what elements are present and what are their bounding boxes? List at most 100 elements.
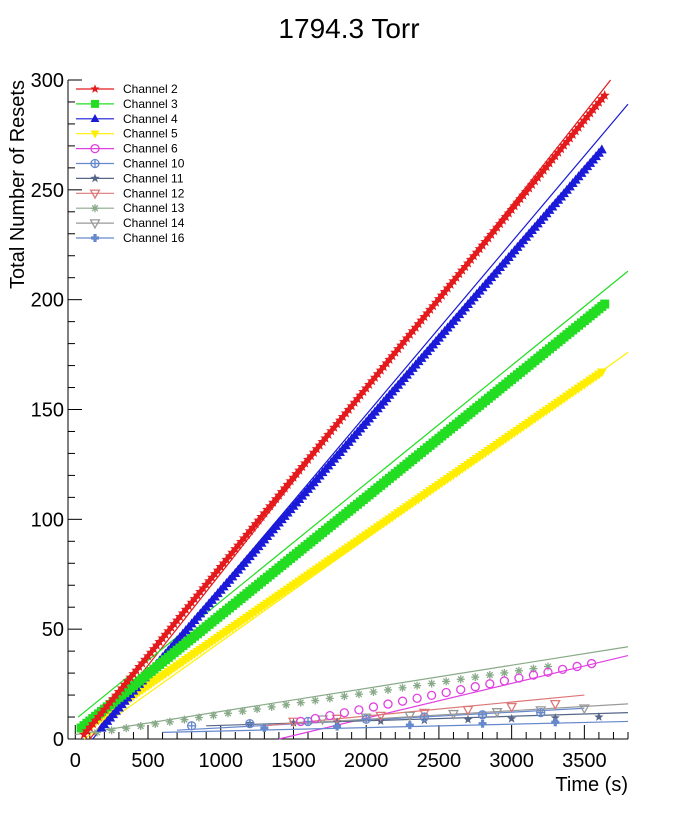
data-point <box>480 236 491 247</box>
data-point <box>340 692 349 701</box>
data-point <box>270 493 282 504</box>
data-point <box>244 525 255 536</box>
data-point <box>518 190 529 200</box>
data-point <box>570 125 581 136</box>
data-point <box>320 432 331 443</box>
y-tick-label: 100 <box>31 509 64 531</box>
data-point <box>553 147 564 157</box>
data-point <box>590 100 602 111</box>
data-point <box>259 507 270 518</box>
data-point <box>477 710 488 720</box>
legend-marker <box>89 219 101 230</box>
data-point <box>165 717 174 726</box>
data-point <box>572 661 582 672</box>
data-point <box>460 261 471 272</box>
series-1-points <box>78 90 610 739</box>
data-point <box>547 154 558 164</box>
data-point <box>439 286 450 297</box>
data-point <box>160 629 171 639</box>
data-point <box>317 436 328 447</box>
data-point <box>224 709 232 718</box>
data-point <box>500 668 509 677</box>
data-point <box>507 713 517 723</box>
data-point <box>151 639 162 650</box>
data-point <box>174 611 186 622</box>
data-point <box>282 700 291 709</box>
legend-entry: Channel 4 <box>76 112 178 126</box>
data-point <box>503 207 514 218</box>
series-6-points <box>186 707 546 731</box>
legend-label: Channel 12 <box>123 186 185 200</box>
data-point <box>325 710 335 721</box>
data-point <box>471 247 482 257</box>
data-point <box>186 721 197 731</box>
data-point <box>279 482 290 493</box>
data-point <box>221 554 232 564</box>
data-point <box>477 240 488 250</box>
data-point <box>416 315 427 325</box>
data-point <box>427 679 436 688</box>
data-point <box>561 136 572 147</box>
data-point <box>457 265 468 275</box>
data-point <box>535 706 547 717</box>
data-point <box>294 464 305 475</box>
legend-marker <box>91 234 99 242</box>
data-point <box>241 529 252 539</box>
data-point <box>332 418 343 429</box>
data-point <box>361 714 371 724</box>
data-point <box>462 257 474 268</box>
data-point <box>368 702 379 712</box>
data-point <box>310 713 320 724</box>
legend-entry: Channel 13 <box>76 201 185 215</box>
data-point <box>465 254 476 264</box>
data-point <box>332 717 342 726</box>
legend-label: Channel 6 <box>123 142 178 156</box>
legend-marker <box>89 189 101 200</box>
x-tick-label: 1000 <box>198 750 243 772</box>
x-tick-label: 2000 <box>344 750 389 772</box>
y-tick-label: 0 <box>53 729 64 751</box>
data-point <box>384 354 395 364</box>
data-point <box>375 365 386 375</box>
data-point <box>136 722 145 731</box>
data-point <box>107 726 116 735</box>
data-point <box>326 425 337 436</box>
data-point <box>364 379 375 389</box>
legend-entry: Channel 10 <box>76 157 185 171</box>
data-point <box>340 407 351 418</box>
data-point <box>381 357 392 368</box>
fit-line-8 <box>264 694 585 727</box>
data-point <box>425 304 436 314</box>
data-point <box>276 486 287 497</box>
data-point <box>387 350 398 361</box>
data-point <box>93 711 104 722</box>
data-point <box>499 676 510 686</box>
series-9-points <box>93 662 552 737</box>
data-point <box>108 693 119 704</box>
data-point <box>354 705 364 715</box>
x-tick-label: 2500 <box>417 750 462 772</box>
data-point <box>337 411 348 422</box>
legend-entry: Channel 3 <box>76 97 178 111</box>
data-point <box>169 618 180 629</box>
data-point <box>361 382 372 393</box>
data-point <box>296 698 305 707</box>
data-point <box>253 514 264 525</box>
data-point <box>157 632 168 643</box>
data-point <box>456 684 466 695</box>
data-point <box>579 115 590 125</box>
data-point <box>206 572 218 582</box>
data-point <box>198 582 209 593</box>
data-point <box>218 557 229 568</box>
legend-marker <box>90 158 100 169</box>
data-point <box>154 636 165 647</box>
data-point <box>456 675 465 684</box>
data-point <box>325 694 334 703</box>
legend-entry: Channel 6 <box>76 142 178 156</box>
data-point <box>230 543 241 554</box>
data-point <box>558 140 570 150</box>
data-point <box>492 222 503 232</box>
data-point <box>311 443 322 454</box>
data-point <box>334 414 346 425</box>
